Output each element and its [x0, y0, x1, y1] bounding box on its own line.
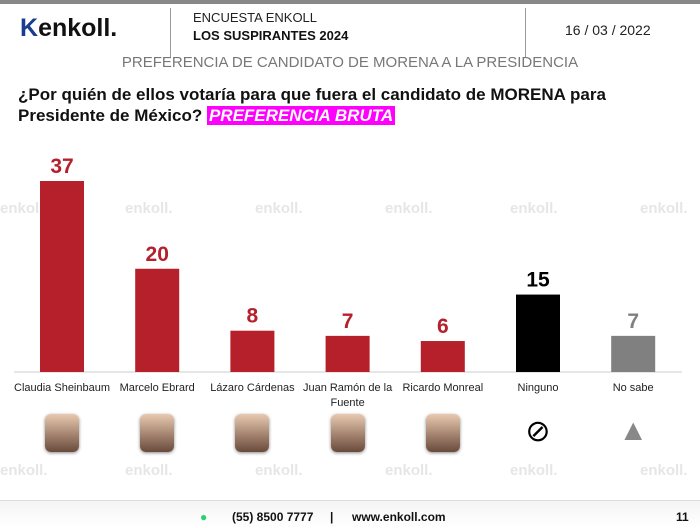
bar [516, 294, 560, 372]
category-label: Juan Ramón de la Fuente [302, 382, 393, 409]
highlight-label: PREFERENCIA BRUTA [206, 106, 396, 125]
candidate-photo [425, 414, 460, 452]
candidate-photo [45, 414, 79, 452]
category-label: Lázaro Cárdenas [210, 382, 295, 394]
question: ¿Por quién de ellos votaría para que fue… [18, 85, 606, 125]
watermark: enkoll. [640, 200, 688, 217]
data-label: 7 [342, 310, 354, 333]
candidate-photo [330, 414, 365, 452]
phone: (55) 8500 7777 [232, 510, 314, 524]
top-bar [0, 0, 700, 4]
watermark: enkoll. [125, 200, 173, 217]
data-label: 7 [627, 310, 639, 333]
watermark: enkoll. [385, 462, 433, 479]
enkoll-logo: Kenkoll. [20, 14, 118, 42]
watermark: enkoll. [385, 200, 433, 217]
watermark: enkoll. [255, 462, 303, 479]
watermark: enkoll. [0, 200, 48, 217]
none-icon: ⊘ [525, 415, 551, 448]
whatsapp-icon: ● [200, 510, 208, 524]
footer [0, 500, 700, 528]
category-label: Ninguno [517, 382, 559, 394]
data-label: 6 [437, 315, 449, 338]
watermark: enkoll. [255, 200, 303, 217]
date: 16 / 03 / 2022 [565, 22, 651, 38]
category-label: Claudia Sheinbaum [14, 382, 111, 394]
candidate-photo [235, 414, 270, 452]
watermark: enkoll. [510, 200, 558, 217]
bar [611, 335, 656, 372]
divider [170, 8, 171, 58]
website[interactable]: www.enkoll.com [352, 510, 446, 524]
watermark: enkoll. [0, 462, 48, 479]
data-label: 37 [50, 155, 73, 178]
watermark: enkoll. [125, 462, 173, 479]
bar [230, 330, 275, 372]
category-label: Marcelo Ebrard [119, 382, 195, 394]
bar [40, 181, 84, 372]
category-label: No sabe [612, 382, 654, 394]
bar-chart: 37 20 8 7 6 15 7 [14, 155, 682, 373]
survey-name: ENCUESTA ENKOLL [193, 10, 318, 25]
category-label: Ricardo Monreal [402, 382, 484, 394]
bar [135, 268, 180, 372]
data-label: 20 [146, 243, 169, 266]
candidate-photo [140, 414, 175, 452]
divider [525, 8, 526, 58]
chart-title: PREFERENCIA DE CANDIDATO DE MORENA A LA … [121, 54, 579, 71]
unknown-icon: ▲ [618, 414, 649, 447]
page-number: 11 [676, 510, 689, 524]
bar [420, 341, 465, 372]
watermark: enkoll. [640, 462, 688, 479]
separator: | [330, 510, 334, 524]
survey-series: LOS SUSPIRANTES 2024 [193, 28, 349, 43]
data-label: 15 [526, 269, 550, 292]
watermark: enkoll. [510, 462, 558, 479]
data-label: 8 [247, 305, 259, 328]
bar [325, 335, 370, 372]
